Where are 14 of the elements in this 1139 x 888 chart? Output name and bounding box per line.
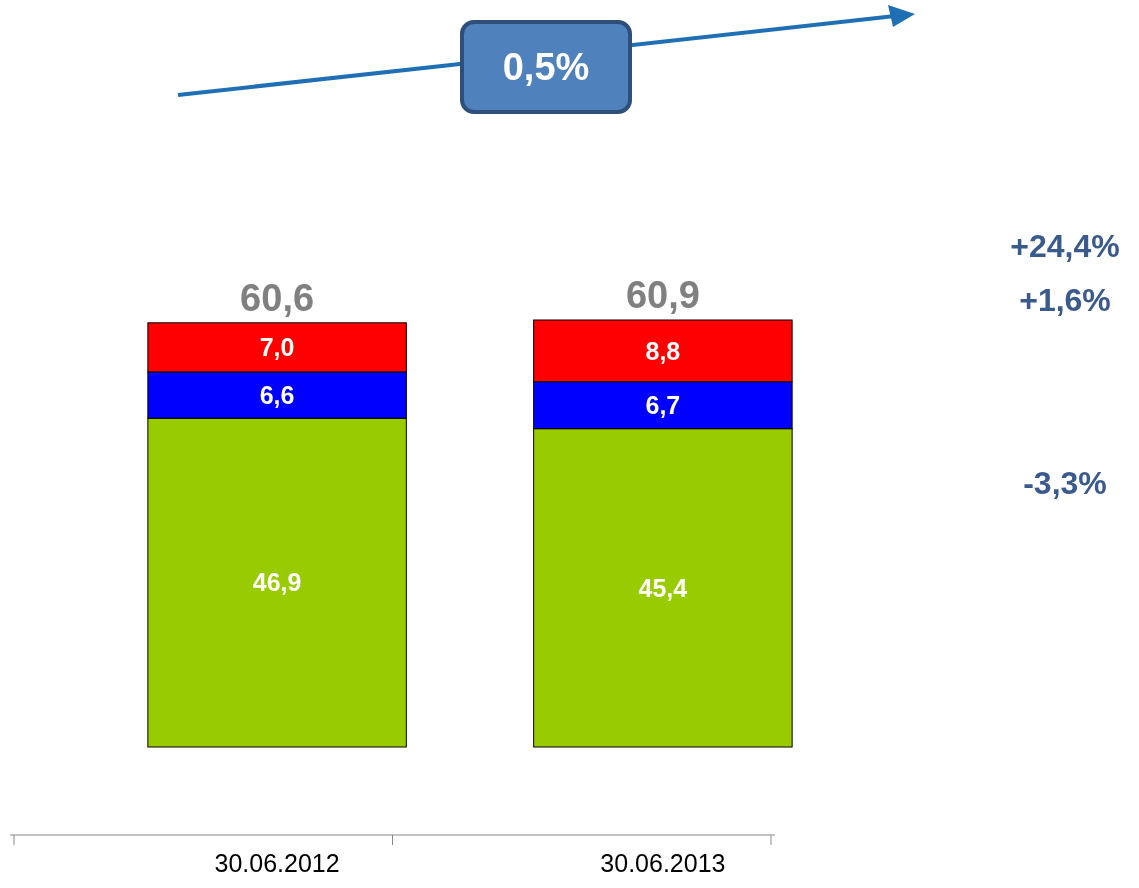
data-label: 8,8 (645, 336, 681, 365)
text: -3,3% (1023, 465, 1107, 502)
data-label: 6,7 (645, 390, 681, 419)
text: +1,6% (1019, 282, 1111, 319)
data-label: 45,4 (638, 573, 688, 602)
data-label: 46,9 (252, 568, 302, 597)
total-label: 60,6 (240, 276, 315, 319)
data-label: 7,0 (259, 333, 295, 362)
text: +24,4% (1010, 228, 1120, 265)
x-tick-label: 30.06.2013 (600, 849, 726, 877)
data-label: 6,6 (259, 380, 295, 409)
total-label: 60,9 (625, 274, 700, 316)
x-tick-label: 30.06.2012 (214, 849, 340, 877)
text: 0,5% (502, 46, 590, 89)
